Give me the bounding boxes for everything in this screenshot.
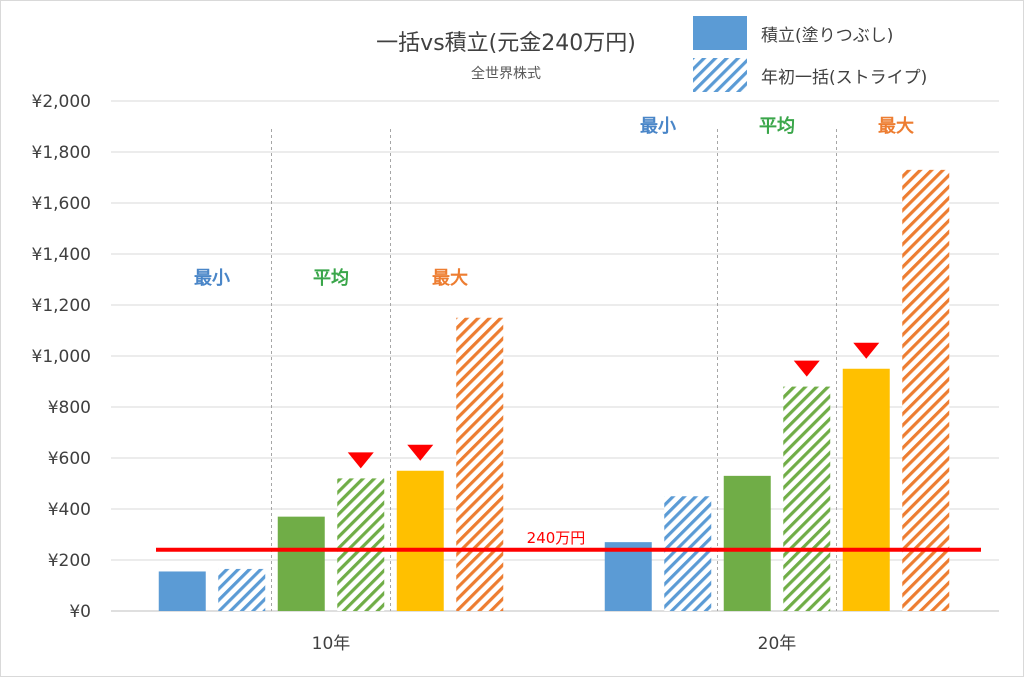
bar-最大-striped-10年 — [456, 317, 504, 611]
legend-swatch-striped — [693, 58, 747, 92]
group-label: 最大 — [878, 115, 914, 137]
marker-triangle — [853, 342, 880, 359]
group-label: 最小 — [640, 116, 676, 137]
legend-label-striped: 年初一括(ストライプ) — [761, 68, 927, 88]
bar-平均-striped-10年 — [337, 478, 385, 611]
bar-最大-solid-20年 — [842, 368, 890, 611]
group-label: 最大 — [432, 267, 468, 289]
bar-最小-striped-20年 — [664, 496, 712, 611]
y-tick-label: ¥200 — [48, 551, 91, 571]
bar-最大-striped-20年 — [902, 169, 950, 611]
marker-triangle — [793, 360, 820, 377]
y-tick-label: ¥400 — [48, 500, 91, 520]
y-tick-label: ¥1,400 — [32, 245, 91, 265]
y-tick-label: ¥0 — [69, 602, 91, 622]
y-axis: ¥0 ¥200 ¥400 ¥600 ¥800 ¥1,000 ¥1,200 ¥1,400 ¥1,6… — [32, 92, 91, 622]
group-label: 平均 — [759, 115, 795, 137]
y-tick-label: ¥1,000 — [32, 347, 91, 367]
bars — [158, 169, 950, 611]
legend-label-solid: 積立(塗りつぶし) — [761, 25, 893, 46]
x-category-label: 20年 — [758, 634, 797, 654]
marker-triangle — [407, 444, 434, 461]
reference-line-label: 240万円 — [527, 529, 586, 547]
y-tick-label: ¥600 — [48, 449, 91, 469]
group-separators — [271, 129, 837, 611]
y-tick-label: ¥2,000 — [32, 92, 91, 112]
bar-平均-solid-10年 — [277, 516, 325, 611]
legend-swatch-solid — [693, 16, 747, 50]
gridlines — [111, 100, 999, 612]
bar-平均-striped-20年 — [783, 386, 831, 611]
x-axis: 10年 20年 — [312, 634, 797, 654]
legend: 積立(塗りつぶし) 年初一括(ストライプ) — [693, 16, 927, 92]
y-tick-label: ¥1,200 — [32, 296, 91, 316]
bar-最大-solid-10年 — [396, 470, 444, 611]
bar-最小-solid-20年 — [604, 542, 652, 611]
bar-平均-solid-20年 — [723, 475, 771, 611]
group-label: 平均 — [313, 267, 349, 289]
x-category-label: 10年 — [312, 634, 351, 654]
bar-最小-solid-10年 — [158, 571, 206, 611]
group-label: 最小 — [194, 268, 230, 289]
markers — [347, 342, 880, 469]
marker-triangle — [347, 452, 374, 469]
reference-line-group: 240万円 — [156, 529, 981, 552]
chart-subtitle: 全世界株式 — [471, 65, 541, 82]
bar-最小-striped-10年 — [218, 568, 266, 611]
chart-title: 一括vs積立(元金240万円) — [376, 31, 636, 56]
y-tick-label: ¥1,600 — [32, 194, 91, 214]
y-tick-label: ¥800 — [48, 398, 91, 418]
y-tick-label: ¥1,800 — [32, 143, 91, 163]
